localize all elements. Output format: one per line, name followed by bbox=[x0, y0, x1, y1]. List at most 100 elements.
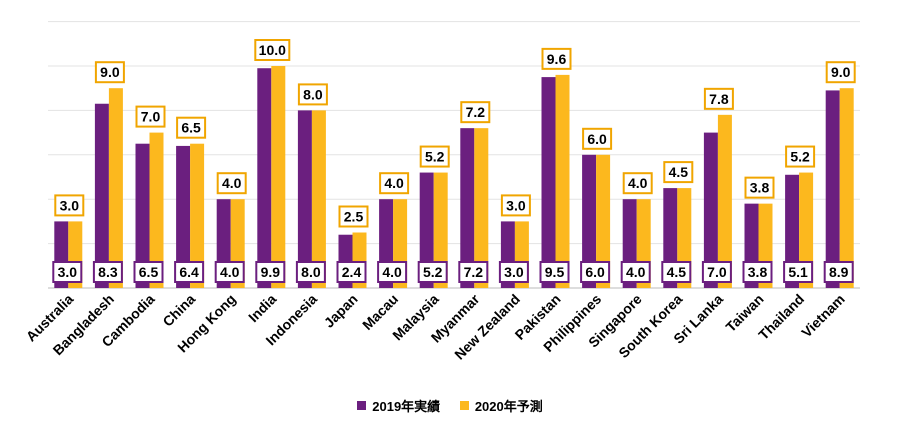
data-label-2019-box bbox=[174, 261, 205, 283]
data-label-2020: 6.5 bbox=[181, 120, 201, 136]
bar-2020 bbox=[474, 128, 489, 288]
data-label-2019: 2.4 bbox=[342, 264, 362, 280]
bar-2019 bbox=[419, 172, 434, 288]
legend-item-2019: 2019年実績 bbox=[357, 396, 440, 415]
gridlines bbox=[48, 21, 860, 289]
data-label-2019: 7.2 bbox=[464, 264, 484, 280]
data-label-2019-box bbox=[214, 261, 245, 283]
data-label-2019-box bbox=[498, 261, 529, 283]
data-label-2020: 4.0 bbox=[222, 175, 242, 191]
data-label-2019-box bbox=[580, 261, 611, 283]
legend-swatch-2020 bbox=[459, 401, 469, 410]
bar-2019 bbox=[176, 145, 191, 288]
data-label-2019-box bbox=[52, 261, 83, 283]
data-label-2019-box bbox=[336, 261, 367, 283]
data-label-2019-box bbox=[92, 261, 123, 283]
data-label-2020: 3.8 bbox=[750, 180, 770, 196]
data-label-2020-box bbox=[582, 127, 613, 150]
data-label-2019: 4.5 bbox=[667, 264, 687, 280]
data-label-2020-box bbox=[703, 87, 734, 110]
data-label-2019-box bbox=[661, 261, 692, 283]
data-label-2020-box bbox=[460, 101, 491, 124]
data-label-2019-box bbox=[458, 261, 489, 283]
data-label-2019: 4.0 bbox=[626, 264, 646, 280]
bar-2020 bbox=[271, 66, 286, 288]
data-label-2020-box bbox=[297, 83, 328, 106]
data-label-2020-box bbox=[541, 47, 572, 70]
bar-2020 bbox=[311, 110, 326, 289]
data-label-2020: 7.0 bbox=[141, 109, 161, 125]
data-label-2020-box bbox=[54, 194, 85, 217]
bar-2020 bbox=[799, 172, 814, 288]
data-label-2020-box bbox=[785, 145, 816, 168]
data-label-2020: 3.0 bbox=[60, 197, 80, 213]
data-label-2020: 2.5 bbox=[344, 209, 364, 225]
bar-2020 bbox=[108, 88, 123, 288]
legend-label-2019: 2019年実績 bbox=[372, 399, 441, 414]
data-label-2019-box bbox=[133, 261, 164, 283]
data-label-2020: 4.0 bbox=[384, 175, 404, 191]
data-label-2020-box bbox=[176, 116, 207, 139]
data-label-2020: 4.0 bbox=[628, 175, 648, 191]
data-label-2019: 8.3 bbox=[98, 264, 118, 280]
bar-2019 bbox=[825, 90, 840, 288]
bar-2020 bbox=[149, 132, 164, 288]
data-label-2019: 6.5 bbox=[139, 264, 159, 280]
data-label-2020-box bbox=[622, 172, 653, 195]
data-label-2020: 5.2 bbox=[425, 149, 445, 165]
data-label-2019: 3.8 bbox=[748, 264, 768, 280]
data-label-2019: 3.0 bbox=[58, 264, 78, 280]
data-label-2019-box bbox=[255, 261, 286, 283]
bar-2019 bbox=[541, 77, 556, 288]
data-label-2019-box bbox=[783, 261, 814, 283]
bar-2020 bbox=[433, 172, 448, 288]
category-label: India bbox=[245, 291, 280, 326]
data-label-2020-box bbox=[94, 61, 125, 84]
data-label-2019: 4.0 bbox=[220, 264, 240, 280]
legend: 2019年実績 2020年予測 bbox=[0, 396, 900, 415]
category-label: Japan bbox=[321, 291, 361, 331]
bar-2020 bbox=[596, 154, 611, 288]
data-label-2019: 6.0 bbox=[585, 264, 605, 280]
legend-label-2020: 2020年予測 bbox=[474, 399, 543, 414]
data-label-2019: 7.0 bbox=[707, 264, 727, 280]
data-label-2019: 8.0 bbox=[301, 264, 321, 280]
data-label-2019: 3.0 bbox=[504, 264, 524, 280]
legend-item-2020: 2020年予測 bbox=[459, 396, 543, 415]
data-label-2019-box bbox=[701, 261, 732, 283]
bar-2019 bbox=[785, 174, 800, 288]
bar-2019 bbox=[257, 68, 272, 288]
data-label-2019-box bbox=[539, 261, 570, 283]
data-label-2020-box bbox=[744, 176, 775, 199]
bar-2020 bbox=[190, 143, 205, 288]
bar-2019 bbox=[703, 132, 718, 288]
data-label-2020-box bbox=[825, 61, 856, 84]
data-label-2020-box bbox=[338, 205, 369, 228]
labels-2019: 3.0 8.3 6.5 6.4 4.0 9.9 8.0 2.4 4.0 5.2 7.2 3.0 9.5 6… bbox=[52, 261, 854, 283]
data-label-2020-box bbox=[500, 194, 531, 217]
data-label-2019-box bbox=[742, 261, 773, 283]
data-label-2019-box bbox=[823, 261, 854, 283]
category-label: Vietnam bbox=[798, 291, 848, 341]
data-label-2019-box bbox=[295, 261, 326, 283]
legend-swatch-2019 bbox=[357, 401, 367, 410]
bar-2019 bbox=[582, 154, 597, 288]
data-label-2020-box bbox=[419, 145, 450, 168]
data-label-2020: 4.5 bbox=[669, 164, 689, 180]
data-label-2019: 4.0 bbox=[382, 264, 402, 280]
data-label-2020: 9.6 bbox=[547, 51, 567, 67]
data-label-2019: 9.5 bbox=[545, 264, 565, 280]
data-label-2020: 7.8 bbox=[709, 91, 729, 107]
data-label-2019-box bbox=[620, 261, 651, 283]
bar-2019 bbox=[135, 143, 150, 288]
data-label-2020: 9.0 bbox=[100, 64, 120, 80]
data-label-2020-box bbox=[254, 39, 291, 61]
labels-2020: 3.0 9.0 7.0 6.5 4.0 10.0 8.0 2.5 4.0 5.2 7.2 3.0 9.6… bbox=[54, 39, 856, 228]
data-label-2019: 5.1 bbox=[788, 264, 808, 280]
bar-2019 bbox=[297, 110, 312, 289]
data-label-2020: 10.0 bbox=[259, 42, 286, 58]
category-label: China bbox=[159, 291, 198, 330]
data-label-2020: 5.2 bbox=[790, 149, 810, 165]
data-label-2019: 9.9 bbox=[261, 264, 281, 280]
